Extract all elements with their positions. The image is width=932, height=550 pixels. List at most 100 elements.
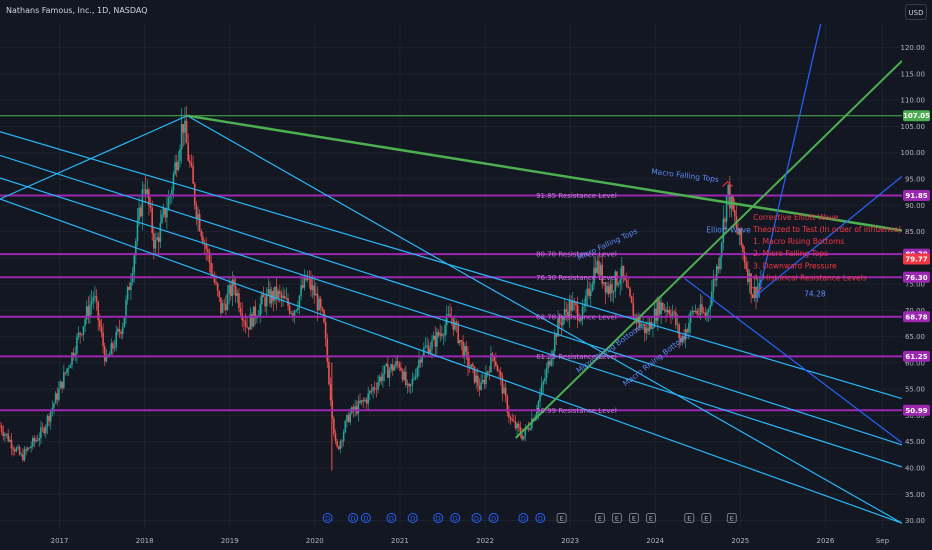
candle-body <box>624 277 626 281</box>
candle-body <box>46 416 49 427</box>
candle-body <box>67 367 70 369</box>
trend-line <box>684 278 902 444</box>
candle-body <box>360 400 363 403</box>
candle-body <box>326 338 329 362</box>
candle-body <box>478 385 481 390</box>
candle-body <box>166 209 168 218</box>
candle-body <box>693 310 695 313</box>
chart-annotation: 1. Macro Rising Bottoms <box>753 237 844 246</box>
candle-body <box>385 364 387 366</box>
candle-body <box>202 236 204 244</box>
candle-body <box>437 331 440 336</box>
wave-arrow <box>722 180 733 187</box>
candle-body <box>349 413 351 423</box>
candle-body <box>310 278 312 291</box>
candle-body <box>544 377 546 382</box>
candle-body <box>36 439 39 441</box>
candle-body <box>704 312 707 317</box>
candle-body <box>522 436 525 440</box>
candle-body <box>429 348 432 355</box>
y-tick-label: 95.00 <box>905 176 925 184</box>
candle-body <box>280 293 283 298</box>
candle-body <box>61 381 63 389</box>
candle-body <box>747 268 749 282</box>
dividend-marker <box>488 513 499 523</box>
candle-body <box>671 311 674 317</box>
candle-body <box>267 289 270 294</box>
candle-body <box>336 440 338 447</box>
candle-body <box>640 325 643 327</box>
candle-body <box>177 160 180 171</box>
candle-body <box>535 412 538 417</box>
candle-body <box>7 433 9 442</box>
candle-body <box>575 303 577 306</box>
earnings-marker <box>726 513 737 523</box>
candle-body <box>277 291 279 299</box>
candle-body <box>411 378 414 385</box>
candle-body <box>97 301 99 321</box>
candle-body <box>40 427 42 439</box>
candle-body <box>616 271 618 286</box>
candle-body <box>185 120 188 144</box>
candle-body <box>405 371 407 386</box>
candle-body <box>23 449 26 461</box>
candle-body <box>236 293 239 296</box>
candle-body <box>601 264 604 284</box>
candle-body <box>313 285 315 296</box>
candle-body <box>676 324 679 326</box>
candle-body <box>529 428 532 430</box>
marker-label: E <box>615 515 619 523</box>
y-tick-label: 40.00 <box>905 464 925 472</box>
y-tick-label: 55.00 <box>905 386 925 394</box>
candle-body <box>679 338 682 343</box>
candle-body <box>182 124 185 133</box>
candle-body <box>315 293 317 296</box>
candle-body <box>390 364 392 370</box>
candle-body <box>758 283 761 287</box>
candle-body <box>483 379 486 385</box>
candle-body <box>200 230 203 237</box>
candle-body <box>403 371 405 380</box>
candle-body <box>228 285 230 294</box>
candle-body <box>215 282 217 284</box>
candle-body <box>424 346 427 348</box>
candle-body <box>130 281 132 290</box>
candle-body <box>143 189 145 190</box>
x-tick-label: 2026 <box>817 537 835 545</box>
candle-body <box>239 307 242 314</box>
candle-body <box>56 393 59 400</box>
candle-body <box>387 364 389 378</box>
candle-body <box>189 160 191 164</box>
x-tick-label: 2022 <box>476 537 494 545</box>
candle-body <box>442 335 445 337</box>
candle-body <box>279 291 281 294</box>
candle-body <box>59 381 62 389</box>
candle-body <box>395 361 397 367</box>
candle-body <box>174 162 176 175</box>
candle-body <box>459 340 461 343</box>
candle-body <box>565 309 568 312</box>
candle-body <box>643 323 646 334</box>
candle-body <box>30 446 32 448</box>
candle-body <box>254 306 257 318</box>
candle-body <box>113 347 116 349</box>
candle-body <box>48 416 50 422</box>
dividend-marker <box>348 513 359 523</box>
x-tick-label: 2019 <box>221 537 239 545</box>
marker-label: D <box>389 515 394 523</box>
currency-button[interactable]: USD <box>905 4 927 20</box>
candle-body <box>508 412 510 418</box>
candle-body <box>367 393 369 404</box>
candle-body <box>724 218 726 222</box>
dividend-marker <box>450 513 461 523</box>
candle-body <box>666 310 669 313</box>
chart-annotation: Theorized to Test (In order of influence… <box>752 225 904 234</box>
candle-body <box>377 382 379 390</box>
candle-body <box>583 305 586 307</box>
candle-body <box>347 415 350 423</box>
candle-body <box>346 415 348 422</box>
candle-body <box>499 372 502 377</box>
resistance-label: 68.78 Resistance Level <box>536 313 617 321</box>
